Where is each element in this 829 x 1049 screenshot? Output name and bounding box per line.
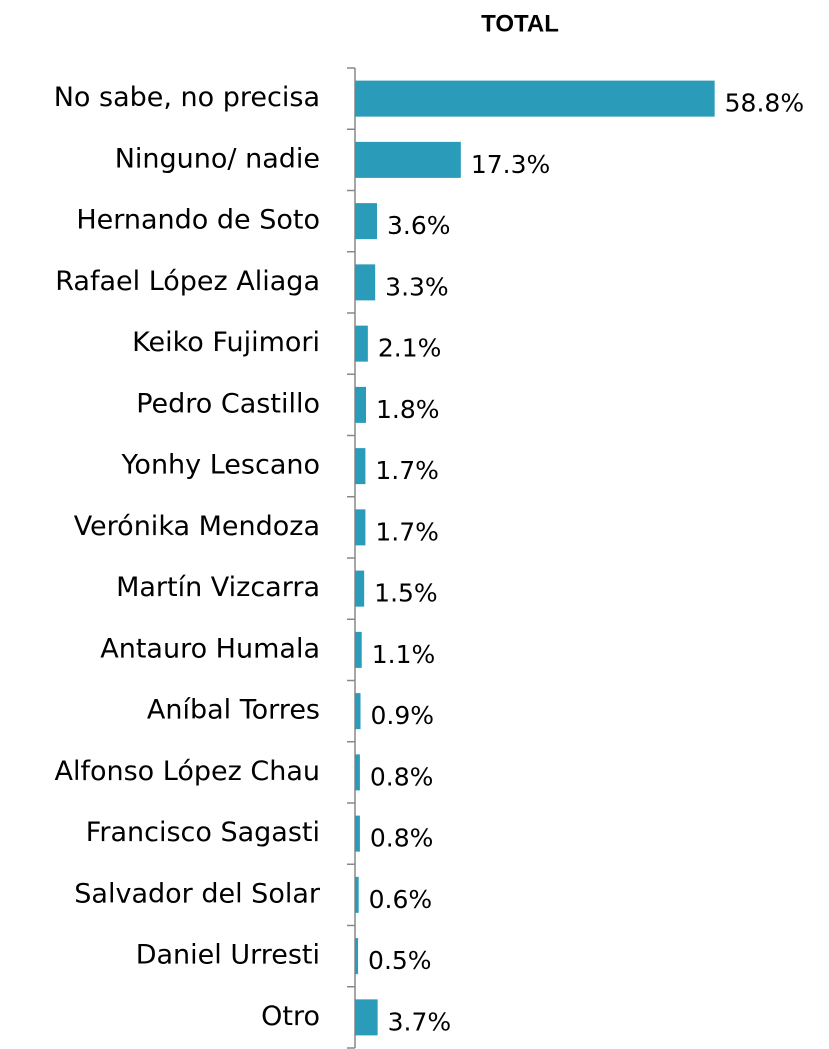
bar <box>355 815 360 852</box>
y-tick-label: Keiko Fujimori <box>132 327 320 358</box>
bar <box>355 938 359 975</box>
bar <box>355 203 378 240</box>
value-label: 0.6% <box>369 885 433 914</box>
bar <box>355 570 365 607</box>
bar <box>355 693 361 730</box>
bar <box>355 631 362 668</box>
y-tick-label: Antauro Humala <box>100 633 320 664</box>
value-label: 1.7% <box>375 456 439 485</box>
bar <box>355 264 376 301</box>
value-label: 58.8% <box>725 89 804 118</box>
value-label: 1.8% <box>376 395 440 424</box>
bar <box>355 754 360 791</box>
bar <box>355 876 359 913</box>
y-tick-label: Salvador del Solar <box>74 878 321 909</box>
y-tick-label: Yonhy Lescano <box>121 450 320 481</box>
value-label: 1.7% <box>375 517 439 546</box>
value-label: 0.8% <box>370 824 434 853</box>
bar <box>355 141 461 178</box>
bar <box>355 999 378 1036</box>
y-tick-label: Ninguno/ nadie <box>115 143 320 174</box>
y-tick-label: Pedro Castillo <box>136 388 320 419</box>
value-label: 2.1% <box>378 334 442 363</box>
y-tick-label: Daniel Urresti <box>136 940 320 971</box>
value-label: 3.7% <box>388 1007 452 1036</box>
value-label: 17.3% <box>471 150 550 179</box>
bar <box>355 509 366 546</box>
y-tick-label: Aníbal Torres <box>147 695 320 726</box>
y-tick-label: Rafael López Aliaga <box>55 266 320 297</box>
value-label: 0.5% <box>368 946 432 975</box>
value-label: 1.1% <box>372 640 436 669</box>
value-label: 3.6% <box>387 211 451 240</box>
y-tick-label: Martín Vizcarra <box>116 572 320 603</box>
y-tick-label: Otro <box>261 1001 320 1032</box>
bar <box>355 325 368 362</box>
value-label: 0.9% <box>371 701 435 730</box>
value-label: 0.8% <box>370 762 434 791</box>
value-label: 1.5% <box>374 579 438 608</box>
value-label: 3.3% <box>385 272 449 301</box>
y-tick-label: Verónika Mendoza <box>74 511 320 542</box>
chart-title: TOTAL <box>481 10 559 37</box>
bar <box>355 386 367 423</box>
bar <box>355 448 366 485</box>
y-tick-label: Alfonso López Chau <box>55 756 321 787</box>
y-tick-label: Francisco Sagasti <box>86 817 320 848</box>
y-tick-label: No sabe, no precisa <box>54 82 320 113</box>
bar <box>355 80 715 117</box>
y-tick-label: Hernando de Soto <box>76 205 320 236</box>
